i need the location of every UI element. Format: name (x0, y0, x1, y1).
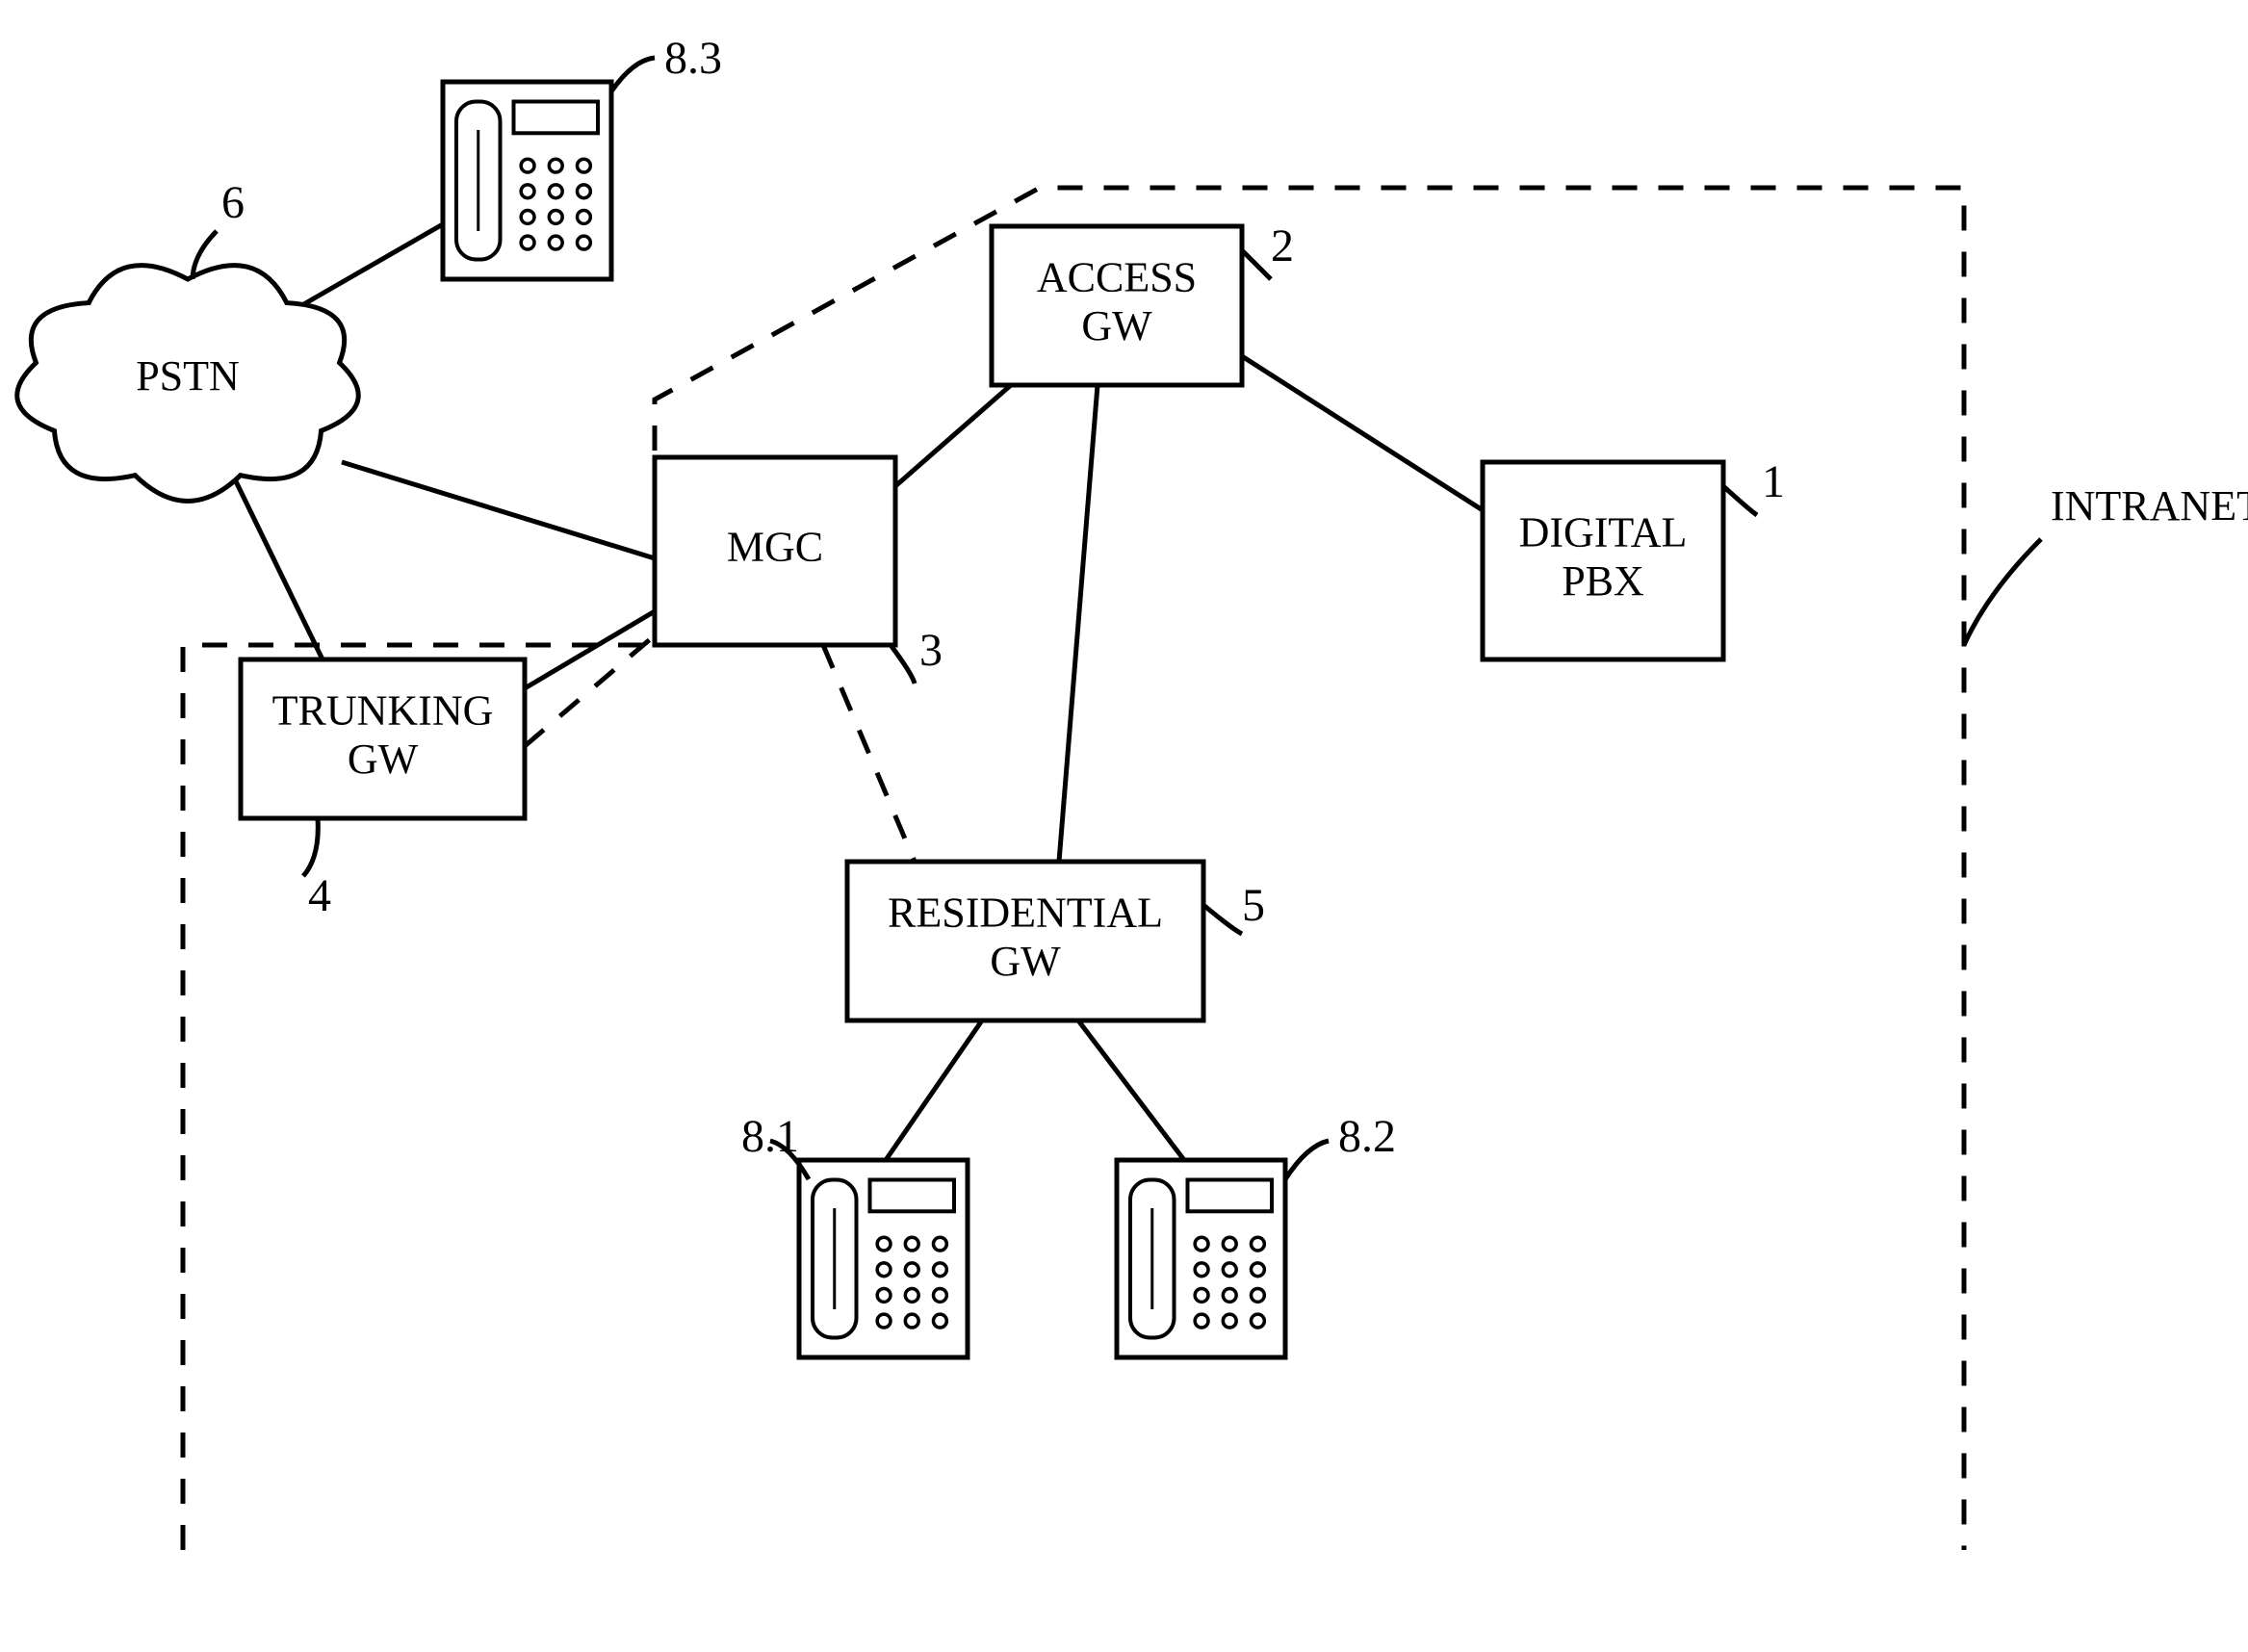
phone_81-key-5 (933, 1263, 946, 1277)
phone_83-key-7 (549, 210, 562, 223)
mgc-ref: 3 (919, 625, 943, 676)
residential_gw-ref-leader (1203, 905, 1242, 934)
phone_83-key-3 (521, 185, 534, 198)
mgc-ref-leader (891, 645, 915, 684)
phone_83-key-9 (521, 236, 534, 249)
digital_pbx-ref-leader (1723, 486, 1757, 515)
edge-solid-0 (289, 221, 448, 313)
mgc-label-0: MGC (727, 524, 823, 571)
phone_83-key-6 (521, 210, 534, 223)
phone_82-key-8 (1251, 1288, 1264, 1302)
phone_83 (443, 82, 611, 279)
intranet-leader (1964, 539, 2041, 645)
phone_83-key-4 (549, 185, 562, 198)
trunking_gw-label-1: GW (348, 736, 419, 783)
phone_82-key-7 (1223, 1288, 1236, 1302)
phone_82-key-10 (1223, 1314, 1236, 1328)
phone_81-key-11 (933, 1314, 946, 1328)
phone_82-key-0 (1195, 1237, 1208, 1251)
phone_81-key-3 (877, 1263, 891, 1277)
phone_81 (799, 1160, 968, 1357)
phone_83-key-5 (577, 185, 590, 198)
phone_81-key-1 (905, 1237, 918, 1251)
phone_82-key-9 (1195, 1314, 1208, 1328)
phone_83-ref-leader (611, 58, 655, 91)
phone_82-ref: 8.2 (1338, 1111, 1396, 1162)
phone_82-key-1 (1223, 1237, 1236, 1251)
edge-dashed-1 (823, 645, 915, 862)
phone_82-key-3 (1195, 1263, 1208, 1277)
phone_81-key-2 (933, 1237, 946, 1251)
access_gw-ref: 2 (1271, 220, 1294, 271)
phone_82-key-5 (1251, 1263, 1264, 1277)
phone_82-display (1188, 1180, 1273, 1212)
trunking_gw-ref-leader (303, 818, 318, 876)
phone_81-key-10 (905, 1314, 918, 1328)
phone_83-key-11 (577, 236, 590, 249)
pstn-ref: 6 (221, 177, 245, 228)
phone_83-key-1 (549, 159, 562, 172)
digital_pbx-label-0: DIGITAL (1519, 508, 1688, 555)
phone_82 (1117, 1160, 1285, 1357)
phone_83-display (514, 102, 599, 134)
access_gw-label-0: ACCESS (1037, 253, 1197, 300)
phone_83-key-2 (577, 159, 590, 172)
phone_81-key-0 (877, 1237, 891, 1251)
phone_81-ref: 8.1 (741, 1111, 799, 1162)
access_gw-ref-leader (1242, 250, 1271, 279)
phone_81-key-9 (877, 1314, 891, 1328)
edge-solid-6 (1059, 385, 1098, 862)
phone_83-key-0 (521, 159, 534, 172)
edge-solid-7 (886, 1020, 982, 1160)
phone_81-key-6 (877, 1288, 891, 1302)
phone_82-key-11 (1251, 1314, 1264, 1328)
trunking_gw-ref: 4 (308, 870, 331, 921)
phone_81-display (870, 1180, 955, 1212)
phone_81-key-8 (933, 1288, 946, 1302)
edge-solid-3 (342, 462, 655, 558)
residential_gw-label-0: RESIDENTIAL (888, 889, 1163, 936)
phone_82-ref-leader (1285, 1141, 1329, 1179)
edge-solid-8 (1078, 1020, 1184, 1160)
access_gw-label-1: GW (1081, 302, 1152, 349)
phone_82-key-2 (1251, 1237, 1264, 1251)
phone_82-key-6 (1195, 1288, 1208, 1302)
phone_83-ref: 8.3 (664, 33, 722, 84)
phone_81-key-4 (905, 1263, 918, 1277)
phone_83-key-10 (549, 236, 562, 249)
edge-solid-4 (895, 385, 1011, 486)
residential_gw-label-1: GW (990, 938, 1061, 985)
digital_pbx-label-1: PBX (1562, 557, 1644, 605)
edge-solid-1 (236, 481, 323, 659)
digital_pbx-ref: 1 (1762, 456, 1785, 507)
trunking_gw-label-0: TRUNKING (272, 686, 494, 734)
intranet-label: INTRANET (2051, 482, 2248, 529)
pstn-label: PSTN (136, 352, 240, 400)
phone_81-key-7 (905, 1288, 918, 1302)
phone_83-key-8 (577, 210, 590, 223)
phone_82-key-4 (1223, 1263, 1236, 1277)
residential_gw-ref: 5 (1242, 880, 1265, 931)
edge-solid-5 (1242, 356, 1483, 510)
